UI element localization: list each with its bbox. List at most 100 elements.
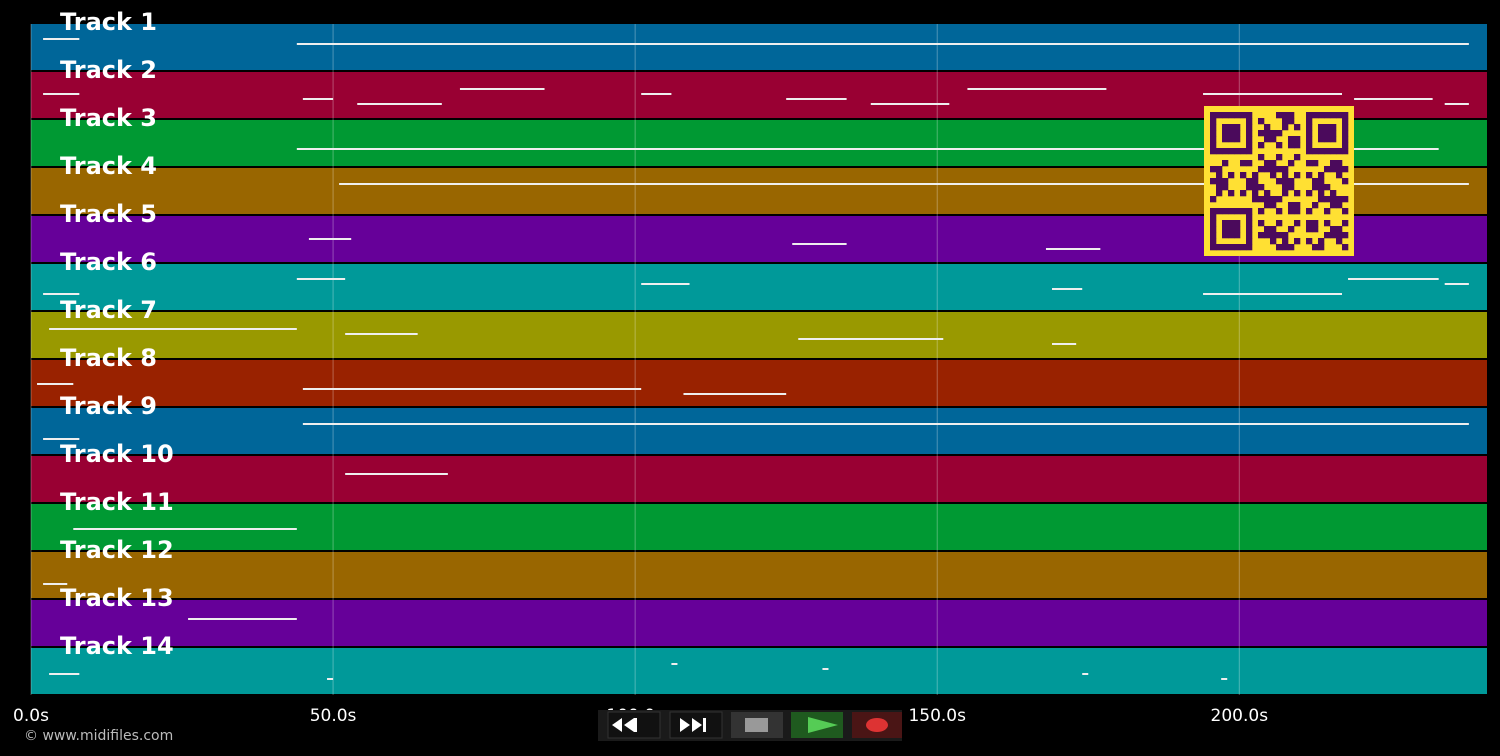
note bbox=[967, 88, 1107, 90]
track-label: Track 5 bbox=[60, 200, 157, 228]
x-tick-label: 150.0s bbox=[908, 706, 966, 726]
qr-cell bbox=[1222, 226, 1229, 233]
qr-cell bbox=[1282, 232, 1289, 239]
qr-cell bbox=[1324, 124, 1331, 131]
record-button[interactable] bbox=[852, 712, 902, 738]
qr-cell bbox=[1276, 154, 1283, 161]
qr-cell bbox=[1246, 142, 1253, 149]
qr-cell bbox=[1330, 112, 1337, 119]
qr-cell bbox=[1216, 112, 1223, 119]
qr-cell bbox=[1210, 196, 1217, 203]
qr-cell bbox=[1270, 160, 1277, 167]
qr-cell bbox=[1240, 244, 1247, 251]
qr-cell bbox=[1306, 238, 1313, 245]
qr-cell bbox=[1228, 172, 1235, 179]
qr-cell bbox=[1210, 112, 1217, 119]
qr-cell bbox=[1246, 160, 1253, 167]
qr-cell bbox=[1330, 190, 1337, 197]
controls bbox=[598, 710, 902, 741]
note bbox=[786, 98, 847, 100]
note bbox=[792, 243, 847, 245]
track-label: Track 2 bbox=[60, 56, 157, 84]
note bbox=[671, 663, 678, 665]
qr-cell bbox=[1210, 208, 1217, 215]
stop-button[interactable] bbox=[731, 712, 783, 738]
qr-cell bbox=[1246, 226, 1253, 233]
note bbox=[459, 88, 545, 90]
rewind-button[interactable] bbox=[607, 711, 661, 739]
qr-cell bbox=[1216, 166, 1223, 173]
qr-cell bbox=[1294, 202, 1301, 209]
qr-cell bbox=[1306, 142, 1313, 149]
track-label: Track 8 bbox=[60, 344, 157, 372]
qr-cell bbox=[1342, 148, 1349, 155]
qr-cell bbox=[1324, 148, 1331, 155]
qr-cell bbox=[1246, 130, 1253, 137]
qr-cell bbox=[1222, 184, 1229, 191]
note bbox=[1348, 278, 1439, 280]
qr-cell bbox=[1234, 136, 1241, 143]
qr-cell bbox=[1240, 148, 1247, 155]
note bbox=[1444, 283, 1469, 285]
qr-cell bbox=[1276, 220, 1283, 227]
note bbox=[302, 388, 642, 390]
qr-cell bbox=[1294, 190, 1301, 197]
qr-cell bbox=[1336, 232, 1343, 239]
qr-cell bbox=[1294, 172, 1301, 179]
qr-cell bbox=[1318, 196, 1325, 203]
track-label: Track 11 bbox=[60, 488, 174, 516]
qr-cell bbox=[1306, 118, 1313, 125]
qr-cell bbox=[1210, 232, 1217, 239]
qr-cell bbox=[1210, 178, 1217, 185]
qr-cell bbox=[1234, 226, 1241, 233]
note bbox=[49, 673, 80, 675]
play-button[interactable] bbox=[791, 712, 843, 738]
qr-cell bbox=[1228, 130, 1235, 137]
note bbox=[798, 338, 944, 340]
qr-cell bbox=[1258, 166, 1265, 173]
qr-cell bbox=[1216, 148, 1223, 155]
qr-cell bbox=[1312, 220, 1319, 227]
qr-cell bbox=[1306, 172, 1313, 179]
qr-cell bbox=[1324, 136, 1331, 143]
qr-cell bbox=[1258, 142, 1265, 149]
qr-cell bbox=[1306, 148, 1313, 155]
qr-cell bbox=[1264, 190, 1271, 197]
qr-cell bbox=[1264, 202, 1271, 209]
track-band bbox=[31, 648, 1487, 694]
track-label: Track 10 bbox=[60, 440, 174, 468]
note bbox=[43, 438, 80, 440]
note bbox=[339, 183, 1469, 185]
track-band bbox=[31, 552, 1487, 598]
note bbox=[308, 238, 352, 240]
qr-cell bbox=[1336, 202, 1343, 209]
note bbox=[822, 668, 829, 670]
qr-cell bbox=[1246, 232, 1253, 239]
qr-cell bbox=[1282, 124, 1289, 131]
qr-cell bbox=[1258, 232, 1265, 239]
note bbox=[683, 393, 787, 395]
qr-cell bbox=[1216, 244, 1223, 251]
qr-cell bbox=[1276, 178, 1283, 185]
qr-cell bbox=[1222, 244, 1229, 251]
forward-button[interactable] bbox=[669, 711, 723, 739]
qr-cell bbox=[1288, 142, 1295, 149]
qr-cell bbox=[1264, 160, 1271, 167]
qr-cell bbox=[1312, 184, 1319, 191]
qr-cell bbox=[1342, 166, 1349, 173]
qr-cell bbox=[1282, 238, 1289, 245]
qr-cell bbox=[1270, 130, 1277, 137]
qr-cell bbox=[1330, 130, 1337, 137]
qr-cell bbox=[1252, 172, 1259, 179]
qr-cell bbox=[1216, 190, 1223, 197]
qr-cell bbox=[1342, 142, 1349, 149]
qr-cell bbox=[1222, 136, 1229, 143]
qr-cell bbox=[1252, 184, 1259, 191]
x-tick-label: 50.0s bbox=[310, 706, 357, 726]
track-band bbox=[31, 408, 1487, 454]
qr-cell bbox=[1336, 226, 1343, 233]
qr-cell bbox=[1330, 166, 1337, 173]
qr-cell bbox=[1222, 124, 1229, 131]
qr-cell bbox=[1306, 208, 1313, 215]
